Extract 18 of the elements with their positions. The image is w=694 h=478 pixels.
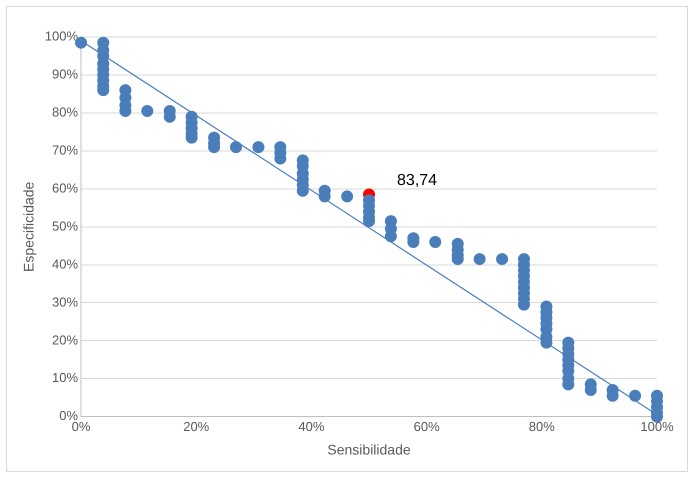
annotation: 83,74 bbox=[397, 172, 438, 189]
y-tick-label: 30% bbox=[52, 294, 78, 310]
y-tick-label: 60% bbox=[52, 180, 78, 196]
x-tick-label: 20% bbox=[183, 418, 210, 434]
y-tick-label: 70% bbox=[52, 142, 78, 158]
x-axis-title: Sensibilidade bbox=[327, 441, 411, 458]
y-tick-label: 80% bbox=[52, 104, 78, 120]
x-tick-label: 100% bbox=[640, 418, 674, 434]
y-axis-title: Especificidade bbox=[20, 181, 36, 272]
y-tick-label: 50% bbox=[52, 218, 78, 234]
y-tick-label: 90% bbox=[52, 66, 78, 82]
y-tick-label: 10% bbox=[52, 370, 78, 386]
x-tick-label: 40% bbox=[298, 418, 325, 434]
y-tick-label: 40% bbox=[52, 256, 78, 272]
x-tick-label: 60% bbox=[414, 418, 440, 434]
y-tick-label: 20% bbox=[52, 332, 78, 348]
x-tick-label: 80% bbox=[528, 418, 556, 434]
y-tick-label: 100% bbox=[44, 28, 78, 44]
